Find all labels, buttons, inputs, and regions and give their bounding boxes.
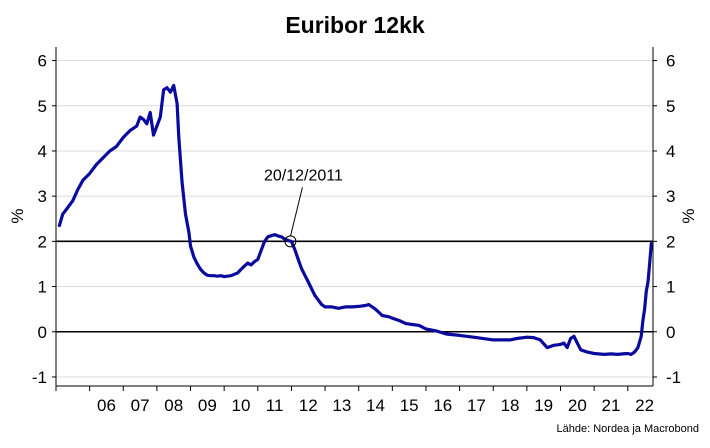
y-tick-labels: -1 -1 0 0 1 1 2 2 3 3 4 4 5 5 6 6 <box>32 52 681 387</box>
source-note: Lähde: Nordea ja Macrobond <box>557 423 699 435</box>
annotation-leader-line <box>289 187 303 237</box>
x-tick-label: 08 <box>164 396 183 415</box>
y-tick-label-left: 1 <box>38 278 47 297</box>
y-tick-label-right: 6 <box>666 52 675 71</box>
annotation-label: 20/12/2011 <box>264 167 343 184</box>
y-tick-label-right: 5 <box>666 97 675 116</box>
y-tick-label-right: 3 <box>666 187 675 206</box>
y-tick-label-left: 2 <box>38 232 47 251</box>
annotation-marker <box>284 235 297 248</box>
x-tick-label: 21 <box>601 396 620 415</box>
x-tick-label: 16 <box>433 396 452 415</box>
y-tick-label-right: 4 <box>666 142 675 161</box>
y-tick-label-left: 6 <box>38 52 47 71</box>
x-tick-label: 19 <box>534 396 553 415</box>
x-tick-label: 14 <box>366 396 385 415</box>
reference-lines <box>56 240 653 333</box>
x-tick-label: 11 <box>266 396 284 415</box>
y-axis-label-left: % <box>8 208 27 223</box>
y-tick-label-right: 1 <box>666 278 675 297</box>
x-tick-label: 10 <box>232 396 251 415</box>
x-tick-labels: 06 07 08 09 10 11 12 13 14 15 16 17 18 19 20 21 22 <box>97 396 654 415</box>
y-tick-label-left: 3 <box>38 187 47 206</box>
x-tick-label: 06 <box>97 396 116 415</box>
plot-frame <box>52 47 657 391</box>
y-tick-label-right: -1 <box>666 368 681 387</box>
y-axis-label-right: % <box>679 208 698 223</box>
y-tick-label-left: 5 <box>38 97 47 116</box>
y-tick-label-left: 0 <box>38 323 47 342</box>
x-tick-label: 18 <box>501 396 520 415</box>
x-tick-label: 13 <box>332 396 351 415</box>
x-tick-label: 15 <box>400 396 419 415</box>
y-tick-label-left: -1 <box>32 368 47 387</box>
y-tick-label-right: 2 <box>666 232 675 251</box>
series-line-euribor-12kk <box>57 83 653 356</box>
chart-title: Euribor 12kk <box>285 12 425 38</box>
grid-lines <box>56 60 653 378</box>
y-tick-label-left: 4 <box>38 142 47 161</box>
x-tick-label: 12 <box>299 396 318 415</box>
x-tick-label: 17 <box>467 396 486 415</box>
annotation: 20/12/2011 <box>264 167 343 248</box>
y-tick-label-right: 0 <box>666 323 675 342</box>
x-tick-label: 09 <box>198 396 217 415</box>
x-tick-label: 20 <box>568 396 587 415</box>
x-tick-label: 22 <box>635 396 654 415</box>
x-tick-label: 07 <box>131 396 150 415</box>
